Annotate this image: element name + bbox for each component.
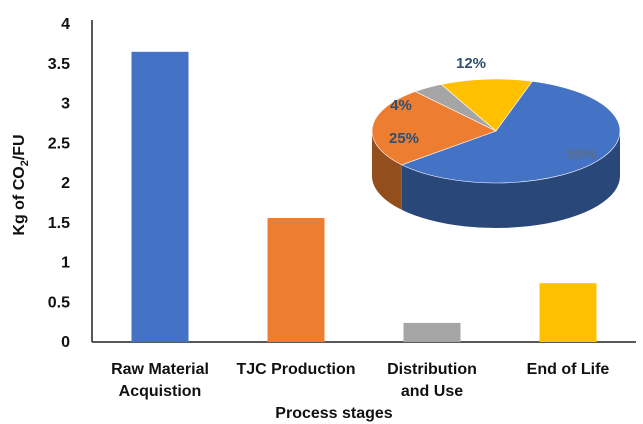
y-tick-label: 2.5 xyxy=(48,135,70,152)
y-tick-label: 3 xyxy=(61,96,70,113)
y-tick-label: 3.5 xyxy=(48,56,70,73)
pie-slice xyxy=(440,78,533,132)
pie-labels: 59% 25% 4% 12% xyxy=(389,55,597,163)
pie-side xyxy=(372,131,620,228)
pie-data-label: 25% xyxy=(389,130,419,147)
bar xyxy=(131,51,189,342)
bar-series xyxy=(131,51,597,342)
pie-data-label: 59% xyxy=(567,146,597,163)
x-axis-title: Process stages xyxy=(275,405,393,422)
category-label: Distribution and Use xyxy=(387,361,477,400)
bar xyxy=(539,283,597,342)
category-labels: Raw Material Acquistion TJC Production Dist… xyxy=(111,361,609,400)
y-tick-label: 0 xyxy=(61,334,70,351)
y-tick-label: 1 xyxy=(61,255,70,272)
pie-slice xyxy=(401,80,621,184)
category-label: Raw Material Acquistion xyxy=(111,361,209,400)
bar xyxy=(267,217,325,342)
pie-data-label: 4% xyxy=(390,97,412,114)
pie-inset: 59% 25% 4% 12% xyxy=(371,55,621,228)
pie-slice-side xyxy=(401,131,620,228)
bar xyxy=(403,322,461,342)
category-label: End of Life xyxy=(527,361,610,378)
pie-slice-side xyxy=(372,131,402,210)
y-tick-label: 1.5 xyxy=(48,215,70,232)
y-tick-label: 2 xyxy=(61,175,70,192)
y-axis-title-text: Kg of CO2/FU xyxy=(11,134,31,235)
pie-data-label: 12% xyxy=(456,55,486,72)
y-tick-label: 0.5 xyxy=(48,294,70,311)
y-tick-label: 4 xyxy=(61,16,70,33)
pie-top xyxy=(371,78,621,184)
y-axis-ticks: 0 0.5 1 1.5 2 2.5 3 3.5 4 xyxy=(48,16,70,351)
y-axis-title: Kg of CO2/FU xyxy=(11,134,31,235)
category-label: TJC Production xyxy=(236,361,355,378)
pie-slice xyxy=(371,91,497,166)
